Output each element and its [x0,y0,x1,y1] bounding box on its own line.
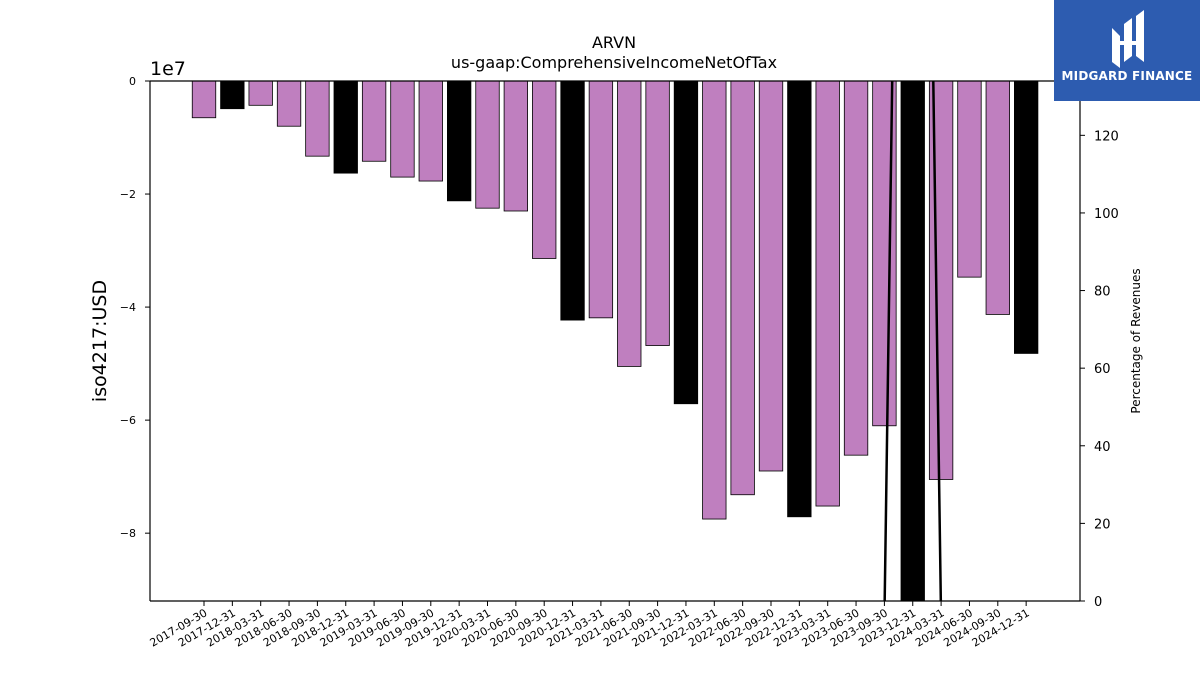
bar [928,81,954,480]
y-offset-label: 1e7 [150,58,186,80]
bar [532,81,557,259]
chart-title: ARVN [592,33,636,52]
y-tick-label: −2 [120,188,136,201]
y-tick-label: −4 [120,301,136,314]
brand-name: MIDGARD FINANCE [1061,69,1193,83]
bar [985,81,1010,315]
y2-tick-label: 20 [1094,517,1111,532]
bar [248,81,273,106]
bar [1014,81,1039,354]
bar [815,81,840,507]
midgard-logo-icon [1112,10,1144,68]
y2-axis-label: Percentage of Revenues [1129,268,1143,413]
bar [787,81,812,518]
bar [758,81,784,472]
y2-tick-label: 120 [1094,129,1119,144]
bar [361,81,387,162]
y-axis-label: iso4217:USD [89,280,111,402]
bar [305,81,330,157]
bar [900,81,925,601]
y2-tick-label: 40 [1094,440,1111,455]
bar [446,81,472,202]
y2-tick-label: 100 [1094,207,1119,222]
bar [560,81,585,321]
bar [276,81,302,127]
bar [730,81,755,496]
bar [418,81,443,182]
y-tick-label: −6 [120,414,136,427]
bar [475,81,500,209]
bar [503,81,529,212]
bar [702,81,727,520]
bar [843,81,869,456]
bar [390,81,415,178]
chart-subtitle: us-gaap:ComprehensiveIncomeNetOfTax [451,53,777,72]
bar [957,81,982,278]
y2-tick-label: 80 [1094,285,1111,300]
bar [191,81,217,119]
axes-layer: 0−2−4−6−80204060801001202017-09-302017-1… [120,75,1119,650]
bar [588,81,614,319]
y-tick-label: −8 [120,527,136,540]
bars-layer [191,81,1039,601]
y2-tick-label: 0 [1094,595,1102,610]
bar [645,81,670,346]
y-tick-label: 0 [129,75,136,88]
bar [220,81,245,110]
brand-logo: MIDGARD FINANCE [1054,0,1200,101]
y2-tick-label: 60 [1094,362,1111,377]
bar [617,81,642,367]
bar [333,81,358,174]
bar [673,81,699,405]
